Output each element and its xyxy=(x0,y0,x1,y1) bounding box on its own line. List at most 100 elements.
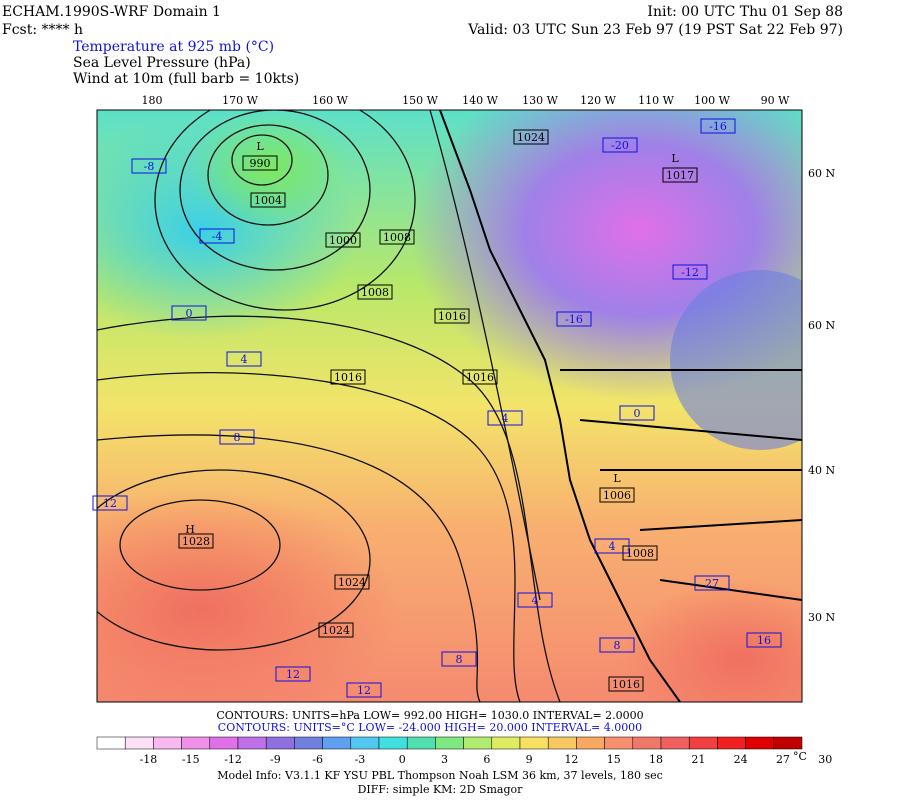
colorbar-swatch xyxy=(265,736,295,750)
temperature-label-box xyxy=(275,666,311,682)
pressure-label-box xyxy=(513,129,549,145)
valid-time: Valid: 03 UTC Sun 23 Feb 97 (19 PST Sat … xyxy=(467,22,843,38)
lon-label: 100 W xyxy=(694,94,730,107)
colorbar-swatch xyxy=(96,736,126,750)
lon-label: 110 W xyxy=(638,94,674,107)
temperature-label-box xyxy=(92,495,128,511)
model-info: Model Info: V3.1.1 KF YSU PBL Thompson N… xyxy=(217,769,663,782)
colorbar-swatch xyxy=(660,736,690,750)
pressure-label-box xyxy=(357,284,393,300)
colorbar-swatch xyxy=(632,736,662,750)
colorbar-tick: 21 xyxy=(691,753,705,766)
temperature-label: 8 xyxy=(456,653,463,666)
colorbar-swatch xyxy=(435,736,464,750)
colorbar-swatch xyxy=(124,736,154,750)
colorbar-swatch xyxy=(378,736,408,750)
temperature-label: 8 xyxy=(234,431,241,444)
colorbar-tick: 12 xyxy=(564,753,578,766)
high-marker: H xyxy=(185,523,195,536)
colorbar-tick: 27 xyxy=(776,753,790,766)
temperature-label: -12 xyxy=(681,266,699,279)
pressure-label-box xyxy=(242,155,278,171)
temperature-label-box xyxy=(599,637,635,653)
colorbar-unit: °C xyxy=(793,750,807,763)
lat-label: 30 N xyxy=(808,611,835,624)
pressure-label-box xyxy=(379,229,415,245)
diff-info: DIFF: simple KM: 2D Smagor xyxy=(358,783,524,796)
pressure-label: 1006 xyxy=(603,489,631,502)
temperature-label: 4 xyxy=(241,353,248,366)
fcst: Fcst: **** h xyxy=(2,22,83,38)
temperature-label: 0 xyxy=(634,407,641,420)
colorbar-swatch xyxy=(209,736,239,750)
lon-label: 150 W xyxy=(402,94,438,107)
lat-label: 40 N xyxy=(808,464,835,477)
colorbar-swatch xyxy=(294,736,323,750)
pressure-label: 1008 xyxy=(361,286,389,299)
model-title: ECHAM.1990S-WRF Domain 1 xyxy=(2,4,221,20)
colorbar-tick: -3 xyxy=(355,753,366,766)
temperature-label-box xyxy=(441,651,477,667)
contour-info: CONTOURS: UNITS=°C LOW= -24.000 HIGH= 20… xyxy=(218,721,642,734)
temperature-label-box xyxy=(219,429,255,445)
field-label: Sea Level Pressure (hPa) xyxy=(73,55,251,71)
colorbar-swatch xyxy=(491,736,521,750)
temperature-label: 12 xyxy=(103,497,117,510)
temperature-label-box xyxy=(619,405,655,421)
temperature-label-box xyxy=(602,137,638,153)
temperature-label: 8 xyxy=(614,639,621,652)
map-field xyxy=(97,110,802,702)
lat-label: 60 N xyxy=(808,319,835,332)
pressure-label: 1028 xyxy=(182,535,210,548)
pressure-label: 1000 xyxy=(329,234,357,247)
lon-label: 140 W xyxy=(462,94,498,107)
colorbar-swatch xyxy=(576,736,605,750)
colorbar-tick: -12 xyxy=(224,753,242,766)
colorbar-swatch xyxy=(745,736,775,750)
temperature-label-box xyxy=(346,682,382,698)
contour-info: CONTOURS: UNITS=hPa LOW= 992.00 HIGH= 10… xyxy=(216,709,643,722)
pressure-label: 1004 xyxy=(254,194,282,207)
pressure-label: 1024 xyxy=(322,624,350,637)
temperature-label: 4 xyxy=(609,540,616,553)
pressure-label: 1008 xyxy=(383,231,411,244)
field-label: Wind at 10m (full barb = 10kts) xyxy=(73,71,299,87)
pressure-label-box xyxy=(178,533,214,549)
pressure-label-box xyxy=(250,192,286,208)
temperature-label-box xyxy=(694,575,730,591)
colorbar-swatch xyxy=(237,736,267,750)
colorbar-tick: -6 xyxy=(312,753,323,766)
colorbar-tick: -18 xyxy=(140,753,158,766)
map-frame xyxy=(96,109,803,703)
temperature-label-box xyxy=(746,632,782,648)
pressure-label: 1008 xyxy=(626,547,654,560)
colorbar-swatch xyxy=(519,736,549,750)
temperature-label-box xyxy=(556,311,592,327)
colorbar-tick: 30 xyxy=(818,753,832,766)
colorbar-tick: -9 xyxy=(270,753,281,766)
init-time: Init: 00 UTC Thu 01 Sep 88 xyxy=(647,4,843,20)
field-label: Temperature at 925 mb (°C) xyxy=(73,39,274,55)
pressure-label-box xyxy=(608,676,644,692)
lon-label: 170 W xyxy=(222,94,258,107)
colorbar-swatch xyxy=(153,736,182,750)
colorbar-swatch xyxy=(322,736,352,750)
colorbar-tick: 6 xyxy=(483,753,490,766)
lon-label: 160 W xyxy=(312,94,348,107)
lon-label: 130 W xyxy=(522,94,558,107)
pressure-label: 1016 xyxy=(438,310,466,323)
temperature-label-box xyxy=(226,351,262,367)
temperature-label: 12 xyxy=(286,668,300,681)
temperature-label-box xyxy=(517,592,553,608)
temperature-label: -20 xyxy=(611,139,629,152)
pressure-label: 1016 xyxy=(466,371,494,384)
colorbar-swatch xyxy=(181,736,211,750)
pressure-label-box xyxy=(434,308,470,324)
low-marker: L xyxy=(256,140,264,153)
pressure-label-box xyxy=(462,369,498,385)
colorbar-swatch xyxy=(773,736,803,750)
colorbar-tick: 3 xyxy=(441,753,448,766)
colorbar-tick: 15 xyxy=(607,753,621,766)
pressure-label: 1024 xyxy=(338,576,366,589)
